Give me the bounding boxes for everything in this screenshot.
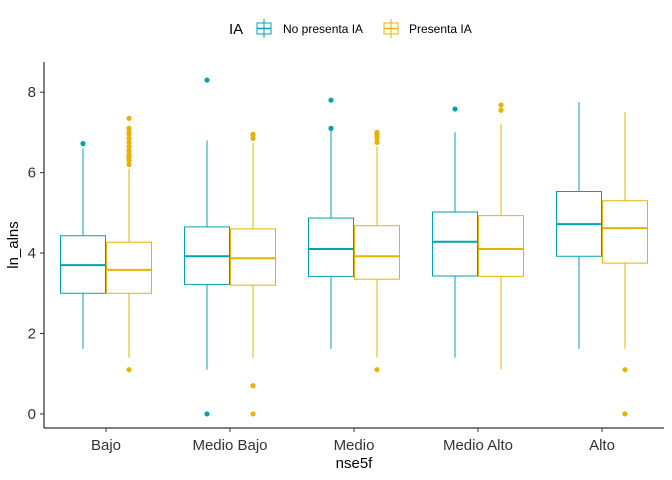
outlier-point [126,161,132,168]
y-tick-label: 4 [28,245,36,262]
outlier-point [622,411,628,417]
x-tick-label: Medio Bajo [192,437,267,454]
boxplot-no-presenta-0 [60,141,106,349]
outlier-point [126,115,132,121]
outlier-point [250,135,256,142]
legend: IA No presenta IA Presenta IA [229,19,472,38]
outlier-point [498,107,504,113]
outlier-point [250,131,256,137]
outlier-point [126,135,132,142]
outlier-point [452,106,458,112]
iqr-box [106,241,152,294]
boxplot-presenta-3 [478,102,524,370]
legend-key-presenta [383,19,399,38]
x-tick-label: Medio [334,437,375,454]
x-axis-ticks: Bajo Medio Bajo Medio Medio Alto Alto [91,428,615,454]
boxplot-presenta-2 [354,129,400,373]
boxplot-no-presenta-3 [432,106,478,358]
boxplot-no-presenta-4 [556,102,602,349]
outlier-point [126,139,132,146]
outlier-point [622,367,628,373]
boxplot-presenta-1 [230,131,276,417]
legend-key-no-presenta [256,19,272,38]
x-tick-label: Alto [589,437,615,454]
x-tick-label: Bajo [91,437,121,454]
outlier-point [126,143,132,150]
outlier-point [126,147,132,154]
legend-label-no-presenta: No presenta IA [283,22,363,36]
outlier-point [126,131,132,137]
outlier-point [126,125,132,131]
iqr-box [230,228,276,286]
outlier-point [126,157,132,164]
outlier-point [80,141,86,147]
outlier-point [328,97,334,103]
x-tick-label: Medio Alto [443,437,513,454]
iqr-box [432,211,478,277]
outlier-point [374,135,380,142]
legend-label-presenta: Presenta IA [409,22,472,36]
outlier-point [374,367,380,373]
iqr-box [478,215,524,277]
iqr-box [602,200,648,264]
outlier-point [328,125,334,131]
outlier-point [204,77,210,83]
y-axis-ticks: 0 2 4 6 8 [28,84,44,423]
y-tick-label: 6 [28,165,36,182]
y-tick-label: 2 [28,325,36,342]
outlier-point [250,411,256,417]
outlier-point [250,383,256,389]
outlier-point [204,411,210,417]
boxplot-no-presenta-2 [308,97,354,349]
outlier-point [126,367,132,373]
outlier-point [374,139,380,146]
box-groups [60,77,648,417]
y-tick-label: 0 [28,406,36,423]
boxplot-presenta-0 [106,115,152,373]
outlier-point [498,102,504,108]
iqr-box [354,225,400,280]
boxplot-presenta-4 [602,112,648,417]
legend-title: IA [229,21,243,38]
x-axis-title: nse5f [336,455,374,472]
iqr-box [308,217,354,277]
boxplot-no-presenta-1 [184,77,230,417]
y-tick-label: 8 [28,84,36,101]
y-axis-title: ln_alns [5,221,22,269]
